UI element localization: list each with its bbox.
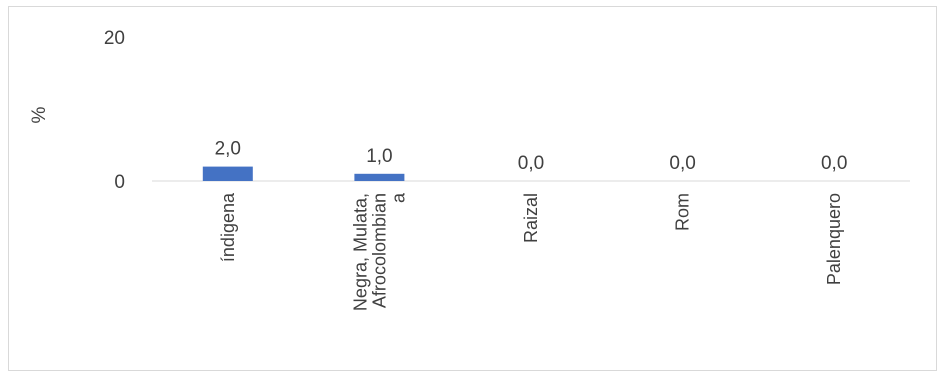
category-label: Palenquero: [824, 193, 844, 285]
data-label: 0,0: [669, 153, 695, 174]
data-label: 2,0: [215, 139, 241, 160]
bar: [354, 173, 405, 181]
y-tick-label: 0: [114, 172, 125, 193]
data-label: 0,0: [518, 153, 544, 174]
category-label: Negra, Mulata,: [350, 193, 370, 311]
data-label: 0,0: [821, 153, 847, 174]
category-label: a: [388, 192, 408, 203]
category-label: Raizal: [521, 193, 541, 243]
y-axis-label: %: [29, 106, 50, 123]
category-label: Rom: [673, 193, 693, 231]
y-tick-label: 20: [104, 28, 125, 49]
data-label: 1,0: [366, 146, 392, 167]
bar: [202, 166, 253, 181]
category-label: índigena: [218, 192, 238, 262]
category-label: Afrocolombian: [369, 193, 389, 308]
chart-frame: [8, 6, 937, 371]
